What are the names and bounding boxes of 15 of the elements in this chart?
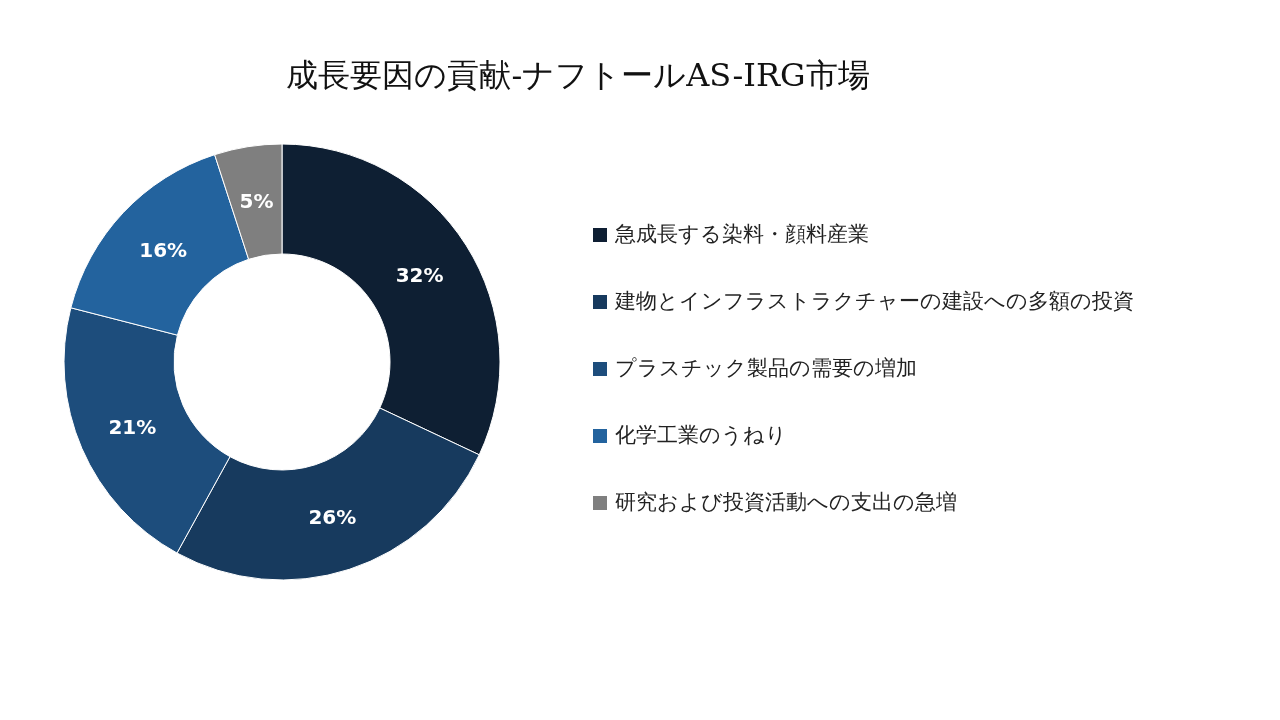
donut-slice bbox=[281, 143, 501, 456]
donut-slice bbox=[176, 407, 480, 581]
donut-slice bbox=[63, 307, 231, 554]
legend-label: プラスチック製品の需要の増加 bbox=[615, 356, 917, 380]
data-label: 21% bbox=[108, 414, 157, 439]
data-label: 5% bbox=[239, 189, 274, 214]
chart-title: 成長要因の貢献-ナフトールAS-IRG市場 bbox=[286, 56, 870, 94]
legend-label: 急成長する染料・顔料産業 bbox=[614, 222, 869, 246]
legend-label: 研究および投資活動への支出の急増 bbox=[615, 490, 957, 514]
data-label: 32% bbox=[395, 262, 444, 287]
data-label: 16% bbox=[139, 238, 188, 263]
legend-label: 化学工業のうねり bbox=[615, 423, 787, 447]
data-label: 26% bbox=[308, 505, 357, 530]
legend-label: 建物とインフラストラクチャーの建設への多額の投資 bbox=[614, 289, 1134, 313]
donut-slice bbox=[214, 143, 283, 260]
